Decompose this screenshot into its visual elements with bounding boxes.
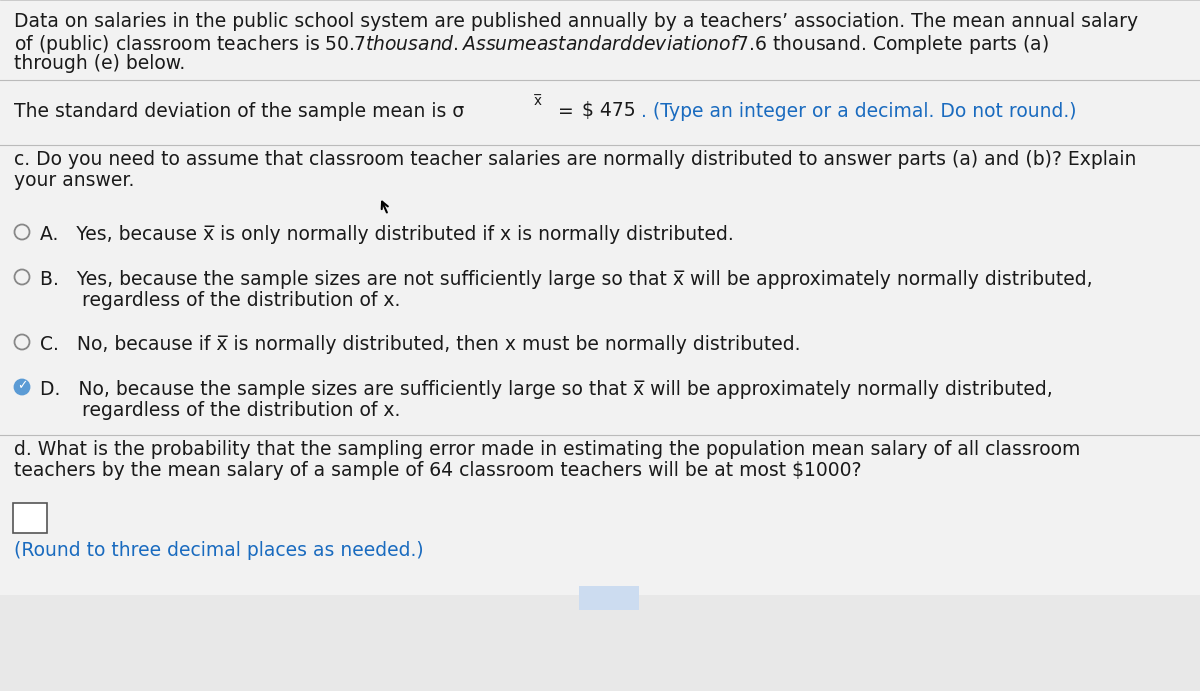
Text: ✓: ✓: [17, 379, 28, 392]
FancyBboxPatch shape: [580, 586, 640, 610]
Text: d. What is the probability that the sampling error made in estimating the popula: d. What is the probability that the samp…: [14, 440, 1080, 459]
Bar: [0, 145, 1200, 595]
Text: teachers by the mean salary of a sample of 64 classroom teachers will be at most: teachers by the mean salary of a sample …: [14, 461, 862, 480]
Text: Data on salaries in the public school system are published annually by a teacher: Data on salaries in the public school sy…: [14, 12, 1138, 31]
FancyBboxPatch shape: [13, 503, 47, 533]
Bar: [0, 435, 1200, 595]
Text: x̅: x̅: [534, 94, 542, 108]
Text: C.   No, because if x̅ is normally distributed, then x must be normally distribu: C. No, because if x̅ is normally distrib…: [40, 335, 800, 354]
Text: B.   Yes, because the sample sizes are not sufficiently large so that x̅ will be: B. Yes, because the sample sizes are not…: [40, 270, 1093, 289]
Text: of (public) classroom teachers is $50.7 thousand. Assume a standard deviation of: of (public) classroom teachers is $50.7 …: [14, 33, 1049, 56]
Text: =: =: [552, 102, 580, 121]
Text: . (Type an integer or a decimal. Do not round.): . (Type an integer or a decimal. Do not …: [641, 102, 1076, 121]
Text: your answer.: your answer.: [14, 171, 134, 190]
Text: regardless of the distribution of x.: regardless of the distribution of x.: [40, 401, 401, 420]
Text: through (e) below.: through (e) below.: [14, 54, 185, 73]
Text: D.   No, because the sample sizes are sufficiently large so that x̅ will be appr: D. No, because the sample sizes are suff…: [40, 380, 1052, 399]
Text: regardless of the distribution of x.: regardless of the distribution of x.: [40, 291, 401, 310]
Circle shape: [14, 379, 30, 395]
Text: $ 475: $ 475: [582, 101, 636, 120]
Bar: [0, 80, 1200, 145]
Text: The standard deviation of the sample mean is σ: The standard deviation of the sample mea…: [14, 102, 464, 121]
Text: (Round to three decimal places as needed.): (Round to three decimal places as needed…: [14, 541, 424, 560]
Text: c. Do you need to assume that classroom teacher salaries are normally distribute: c. Do you need to assume that classroom …: [14, 150, 1136, 169]
Text: A.   Yes, because x̅ is only normally distributed if x is normally distributed.: A. Yes, because x̅ is only normally dist…: [40, 225, 733, 244]
Bar: [0, 0, 1200, 115]
